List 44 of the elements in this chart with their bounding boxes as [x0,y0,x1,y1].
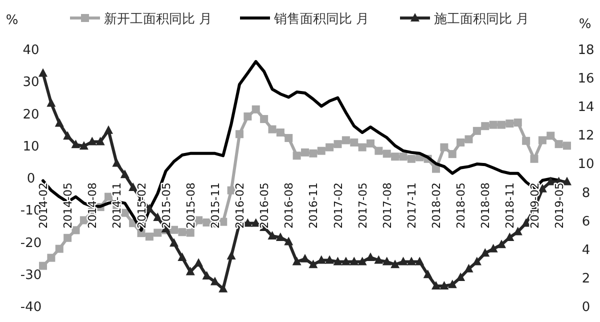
y2-axis-title: % [578,17,592,32]
x-tick-label: 2018-05 [454,182,468,228]
x-tick-label: 2016-11 [307,182,320,228]
y-tick-label: -20 [20,236,42,251]
x-tick-label: 2014-11 [110,182,124,228]
y-tick-label: -40 [20,300,42,315]
x-tick-label: 2016-08 [282,182,296,228]
y2-tick-label: 8 [582,186,590,201]
y-tick-label: 20 [22,107,40,122]
legend-label: 销售面积同比 月 [273,12,370,27]
y2-tick-label: 2 [582,271,590,286]
x-tick-label: 2018-02 [430,182,443,228]
x-tick-label: 2016-05 [258,182,272,228]
y2-tick-label: 0 [582,300,590,315]
x-tick-label: 2015-11 [208,182,222,228]
y-tick-label: 40 [22,43,40,58]
x-tick-label: 2017-08 [380,182,394,228]
x-tick-label: 2016-02 [234,182,246,228]
y-axis-title: % [6,13,18,28]
x-tick-label: 2019-02 [528,182,542,228]
y-tick-label: 30 [22,75,40,90]
x-tick-label: 2015-02 [135,182,148,228]
y2-tick-label: 14 [578,100,594,116]
y2-tick-label: 10 [578,157,594,172]
x-tick-label: 2017-02 [332,182,345,228]
x-tick-label: 2017-05 [356,182,370,228]
y2-tick-label: 12 [578,128,594,144]
y2-tick-label: 6 [582,214,590,230]
y-tick-label: 0 [26,172,36,186]
y2-tick-label: 4 [582,242,590,258]
x-tick-label: 2018-11 [504,182,517,228]
x-tick-label: 2014-08 [86,182,100,228]
x-tick-label: 2015-08 [184,182,198,228]
x-tick-label: 2014-05 [62,182,75,228]
x-tick-label: 2017-11 [405,182,418,228]
x-tick-label: 2018-08 [479,182,492,228]
y2-tick-label: 18 [578,43,594,58]
x-tick-label: 2015-05 [160,182,173,228]
y2-tick-label: 16 [578,72,594,87]
legend-label: 新开工面积同比 月 [104,12,212,27]
legend-label: 施工面积同比 月 [434,12,530,27]
y-tick-label: 10 [22,139,40,154]
x-tick-label: 2019-05 [552,182,566,228]
y-tick-label: -30 [20,268,42,283]
